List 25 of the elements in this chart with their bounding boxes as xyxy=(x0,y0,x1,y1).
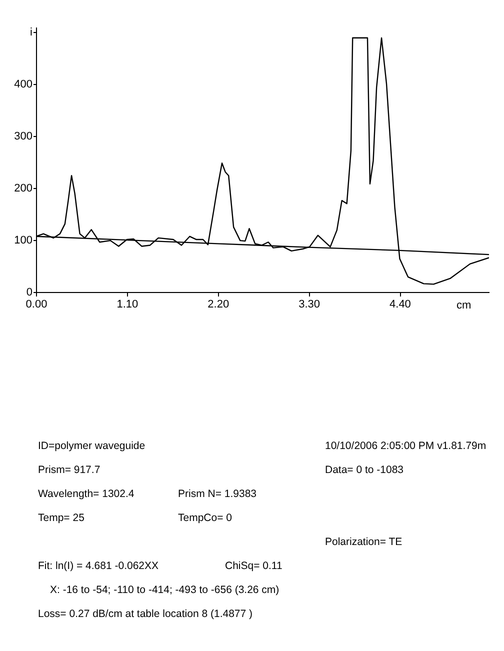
text: Prism= 917.7 xyxy=(38,464,100,476)
text: Fit: ln(I) = 4.681 -0.062XX xyxy=(38,560,159,572)
x-tick-label: 1.10 xyxy=(116,298,138,310)
y-tick-label: 200 xyxy=(14,182,32,195)
text: ID=polymer waveguide xyxy=(38,440,146,452)
y-tick-label: 0 xyxy=(26,286,32,298)
y-tick-label: 300 xyxy=(14,130,32,143)
text: 10/10/2006 2:05:00 PM v1.81.79m xyxy=(325,440,486,452)
y-tick-label: i xyxy=(30,26,32,39)
text: Polarization= TE xyxy=(325,536,402,548)
text: Wavelength= 1302.4 xyxy=(38,488,134,500)
text: Data= 0 to -1083 xyxy=(325,464,404,476)
text: Temp= 25 xyxy=(38,512,84,524)
text: X: -16 to -54; -110 to -414; -493 to -656 (3.26 cm) xyxy=(50,584,280,596)
x-axis-title: cm xyxy=(456,300,472,312)
text: Prism N= 1.9383 xyxy=(178,488,256,500)
text: TempCo= 0 xyxy=(178,512,232,524)
x-tick-label: 4.40 xyxy=(390,298,411,310)
x-tick-label: 0.00 xyxy=(26,298,48,310)
text: ChiSq= 0.11 xyxy=(225,560,282,572)
text: Loss= 0.27 dB/cm at table location 8 (1.4877 ) xyxy=(38,608,253,620)
x-tick-label: 2.20 xyxy=(208,298,230,310)
y-tick-label: 400 xyxy=(14,78,32,91)
y-tick-label: 100 xyxy=(14,234,32,247)
x-tick-label: 3.30 xyxy=(298,298,320,310)
